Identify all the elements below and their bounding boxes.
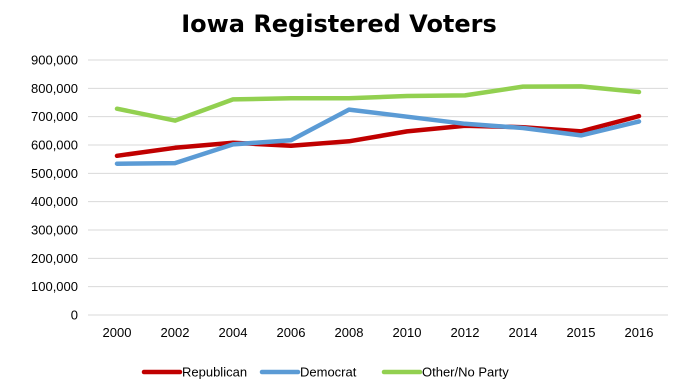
y-tick-label: 900,000 (31, 53, 78, 68)
x-tick-label: 2015 (567, 325, 596, 340)
x-tick-label: 2014 (509, 325, 538, 340)
series-lines (114, 84, 642, 166)
x-tick-label: 2010 (393, 325, 422, 340)
y-tick-label: 600,000 (31, 138, 78, 153)
legend-label: Other/No Party (422, 365, 509, 380)
y-tick-label: 100,000 (31, 279, 78, 294)
x-tick-label: 2000 (103, 325, 132, 340)
series-line-republican (114, 113, 642, 159)
legend-label: Republican (182, 365, 247, 380)
chart-title: Iowa Registered Voters (181, 10, 497, 38)
y-tick-label: 0 (71, 308, 78, 323)
y-tick-label: 700,000 (31, 109, 78, 124)
x-axis-ticks: 2000 2002 2004 2006 2008 2010 2012 2014 2015 2016 (103, 325, 654, 340)
x-tick-label: 2004 (219, 325, 248, 340)
y-tick-label: 500,000 (31, 166, 78, 181)
x-tick-label: 2008 (335, 325, 364, 340)
y-tick-label: 300,000 (31, 223, 78, 238)
x-tick-label: 2006 (277, 325, 306, 340)
y-axis-ticks: 0 100,000 200,000 300,000 400,000 500,000 600,… (31, 53, 78, 323)
legend-label: Democrat (300, 365, 357, 380)
y-tick-label: 200,000 (31, 251, 78, 266)
series-line-other-no-party (114, 84, 642, 123)
x-tick-label: 2016 (625, 325, 654, 340)
y-tick-label: 800,000 (31, 81, 78, 96)
y-tick-label: 400,000 (31, 194, 78, 209)
legend: Republican Democrat Other/No Party (141, 365, 509, 380)
x-tick-label: 2012 (451, 325, 480, 340)
x-tick-label: 2002 (161, 325, 190, 340)
series-line-democrat (114, 107, 642, 166)
